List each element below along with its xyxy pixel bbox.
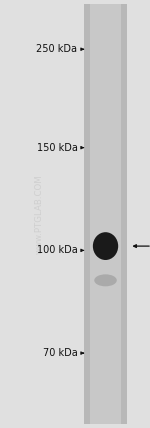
- Text: 70 kDa: 70 kDa: [43, 348, 77, 358]
- Text: 100 kDa: 100 kDa: [37, 245, 77, 256]
- Bar: [90, 4, 121, 424]
- Ellipse shape: [94, 274, 117, 286]
- Bar: [84, 4, 127, 424]
- Text: 250 kDa: 250 kDa: [36, 44, 77, 54]
- Text: 150 kDa: 150 kDa: [36, 143, 77, 153]
- Text: www.PTGLAB.COM: www.PTGLAB.COM: [35, 174, 44, 254]
- Ellipse shape: [93, 232, 118, 260]
